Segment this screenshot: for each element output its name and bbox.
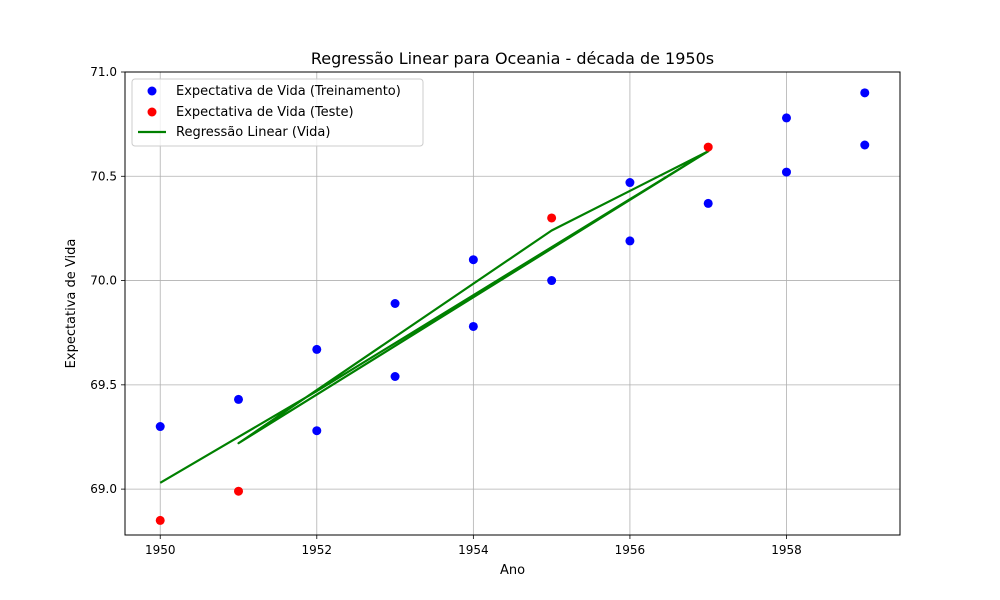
legend-label-test: Expectativa de Vida (Teste) (176, 105, 354, 120)
chart-title: Regressão Linear para Oceania - década d… (311, 49, 714, 68)
plot-background (125, 72, 900, 535)
y-tick-label: 70.0 (90, 274, 117, 288)
training-point (781, 167, 791, 177)
y-tick-label: 69.5 (90, 378, 117, 392)
x-axis-ticks: 1950 1952 1954 1956 1958 (145, 535, 802, 557)
training-point (468, 255, 478, 265)
legend-label-training: Expectativa de Vida (Treinamento) (176, 84, 401, 99)
y-axis-ticks: 69.0 69.5 70.0 70.5 71.0 (90, 65, 125, 496)
x-tick-label: 1952 (302, 543, 333, 557)
training-point (860, 140, 870, 150)
training-point (390, 299, 400, 308)
training-point (625, 236, 635, 246)
x-tick-label: 1958 (771, 543, 802, 557)
test-point (234, 486, 244, 496)
legend-label-regression: Regressão Linear (Vida) (176, 125, 330, 140)
y-tick-label: 70.5 (90, 169, 117, 183)
y-tick-label: 69.0 (90, 482, 117, 496)
scatter-points (155, 88, 870, 525)
training-point (312, 426, 322, 436)
training-point (312, 344, 322, 354)
training-point (155, 422, 165, 432)
training-point (547, 276, 557, 286)
legend: Expectativa de Vida (Treinamento) Expect… (131, 78, 424, 147)
training-point (781, 113, 791, 123)
legend-marker-test (147, 107, 157, 117)
training-point (625, 178, 635, 188)
legend-box (131, 78, 424, 147)
y-tick-label: 71.0 (90, 65, 117, 79)
test-point (547, 213, 557, 223)
training-point (860, 88, 870, 98)
plot-frame (124, 71, 901, 536)
training-point (703, 198, 713, 208)
training-point (468, 321, 478, 331)
regression-lines (159, 150, 710, 484)
training-point (234, 394, 244, 404)
regression-line (159, 150, 710, 484)
plot-area (124, 71, 901, 536)
x-tick-label: 1954 (458, 543, 489, 557)
training-point (390, 371, 400, 381)
x-axis-label: Ano (500, 563, 525, 578)
x-tick-label: 1956 (615, 543, 646, 557)
test-point (155, 515, 165, 525)
test-point (703, 142, 713, 152)
legend-marker-training (147, 86, 157, 96)
x-tick-label: 1950 (145, 543, 176, 557)
y-axis-label: Expectativa de Vida (64, 239, 79, 369)
